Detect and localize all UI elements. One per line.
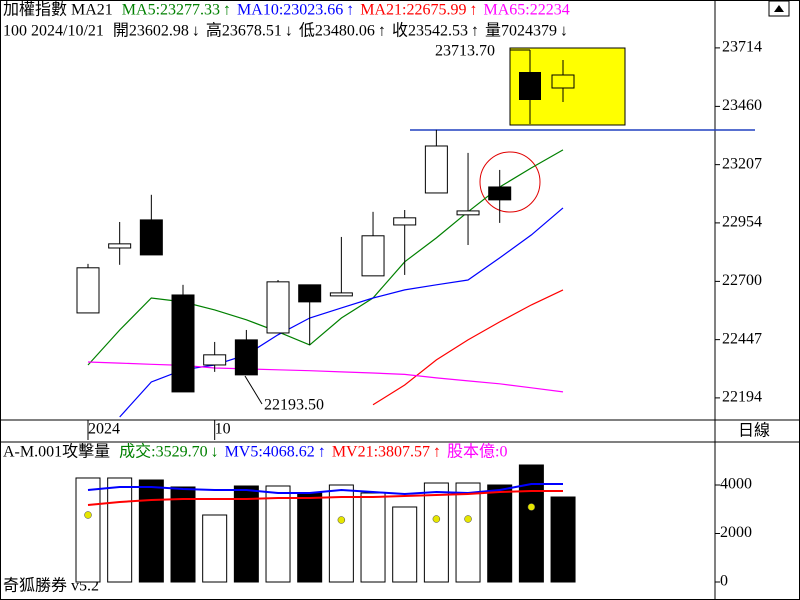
volume-bar xyxy=(170,486,196,583)
legend-arrow: ↓ xyxy=(192,23,200,40)
candle-body xyxy=(108,243,132,249)
legend-text: 股本億:0 xyxy=(447,443,507,461)
legend-text: MA21:22675.99 xyxy=(360,2,466,19)
legend-text: MA65:22234 xyxy=(484,2,570,19)
candle-body xyxy=(298,284,322,303)
mv-line xyxy=(87,490,563,506)
legend-text: 量7024379 xyxy=(485,23,557,40)
volume-bar xyxy=(138,479,164,583)
app-label: 奇狐勝券 v5.2 xyxy=(3,577,99,595)
legend-text: MA5:23277.33 xyxy=(122,2,220,19)
legend-arrow: ↑ xyxy=(378,23,386,40)
y-tick-label: 2000 xyxy=(720,524,752,541)
volume-dot xyxy=(337,516,346,524)
legend-arrow: ↑ xyxy=(470,2,478,19)
candle-body xyxy=(139,219,163,256)
candle-body xyxy=(393,217,417,226)
volume-bar xyxy=(107,477,133,583)
candle-body xyxy=(424,145,448,194)
legend-text: 成交:3529.70 xyxy=(119,443,207,461)
period-label: 日線 xyxy=(738,422,770,440)
y-tick-label: 0 xyxy=(720,573,728,590)
legend-arrow: ↑ xyxy=(346,2,354,19)
legend-arrow: ↓ xyxy=(285,23,293,40)
volume-dot xyxy=(464,515,472,523)
legend-text: 高23678.51 xyxy=(206,22,282,40)
legend-text: MV21:3807.57 xyxy=(332,444,430,461)
volume-bar xyxy=(202,514,228,583)
volume-bar xyxy=(75,477,101,583)
volume-bar xyxy=(487,484,513,583)
y-tick-label: 23207 xyxy=(722,155,762,172)
low-annotation: 22193.50 xyxy=(264,397,324,414)
legend-arrow: ↑ xyxy=(223,2,231,19)
candle-body xyxy=(361,235,385,277)
legend-text: 收23542.53 xyxy=(392,22,468,40)
candle-body xyxy=(456,210,480,216)
low-pointer xyxy=(244,375,263,405)
legend-arrow: ↑ xyxy=(471,23,479,40)
inset-candle xyxy=(551,74,575,89)
volume-bar xyxy=(360,492,386,583)
x-tick-label: 10 xyxy=(215,421,231,438)
volume-bar xyxy=(328,484,354,583)
y-tick-label: 22447 xyxy=(722,330,762,347)
legend-text: 開23602.98 xyxy=(113,23,189,40)
volume-dot xyxy=(432,515,441,523)
volume-bar xyxy=(392,506,418,583)
volume-bar xyxy=(265,485,291,583)
volume-bar xyxy=(423,482,449,583)
candle-body xyxy=(488,186,512,201)
corner-icon xyxy=(774,5,784,12)
y-tick-label: 4000 xyxy=(720,476,752,493)
inset-candle xyxy=(519,72,541,100)
inset xyxy=(509,47,626,126)
candle-body xyxy=(266,281,290,334)
candle-body xyxy=(329,292,353,297)
candle-body xyxy=(234,339,258,376)
x-tick-label: 2024 xyxy=(88,421,120,438)
legend-arrow: ↓ xyxy=(560,23,568,40)
highlight-circle xyxy=(479,151,541,213)
y-tick-label: 22954 xyxy=(722,214,762,231)
candle-body xyxy=(171,294,195,393)
y-tick-label: 23460 xyxy=(722,97,762,114)
ma-line xyxy=(372,289,564,406)
legend-arrow: ↑ xyxy=(433,444,441,461)
volume-bar xyxy=(550,496,576,583)
legend-text: A-M.001攻擊量 xyxy=(3,443,110,461)
legend-arrow: ↓ xyxy=(211,444,219,461)
legend-text: 低23480.06 xyxy=(299,22,375,40)
ma-line xyxy=(87,149,564,366)
candle-body xyxy=(76,267,100,314)
mv-line xyxy=(87,483,563,496)
volume-dot xyxy=(84,511,92,519)
y-tick-label: 23714 xyxy=(722,39,762,56)
y-tick-label: 22700 xyxy=(722,272,762,289)
legend-text: 加權指數 MA21 xyxy=(3,1,113,19)
candle-body xyxy=(203,354,227,366)
legend-text: MV5:4068.62 xyxy=(225,444,315,461)
legend-text: MA10:23023.66 xyxy=(237,2,343,19)
volume-bar xyxy=(297,492,323,583)
legend-text: 100 2024/10/21 xyxy=(3,23,104,40)
legend-arrow: ↑ xyxy=(318,444,326,461)
volume-bar xyxy=(518,464,544,583)
volume-bar xyxy=(455,482,481,583)
volume-dot xyxy=(527,503,536,511)
y-tick-label: 22194 xyxy=(722,389,762,406)
ma-line xyxy=(87,361,564,393)
volume-bar xyxy=(233,485,259,583)
high-annotation: 23713.70 xyxy=(435,43,495,60)
